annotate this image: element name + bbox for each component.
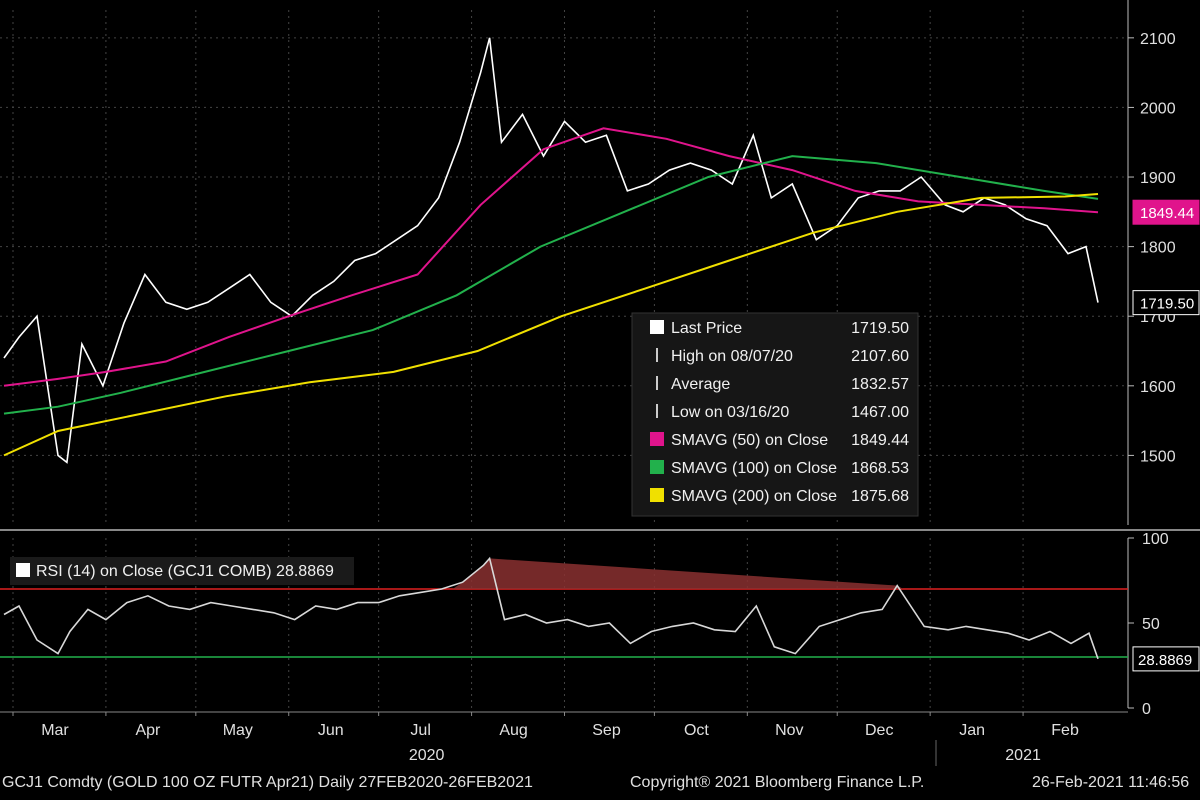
x-tick-label-1: Apr <box>135 722 161 739</box>
legend-value-2: 1832.57 <box>851 376 909 393</box>
x-tick-label-8: Nov <box>775 722 803 739</box>
rsi-title: RSI (14) on Close (GCJ1 COMB) 28.8869 <box>36 563 334 580</box>
price-series-0 <box>3 37 1099 464</box>
rsi-ytick-label-2: 0 <box>1142 701 1151 718</box>
year-label-0: 2020 <box>409 747 445 764</box>
rsi-badge-box <box>1132 646 1200 672</box>
x-tick-label-3: Jun <box>318 722 344 739</box>
legend-box <box>631 312 919 517</box>
x-tick-label-6: Sep <box>592 722 621 739</box>
price-ytick-label-2: 1900 <box>1140 170 1176 187</box>
legend-value-3: 1467.00 <box>851 404 909 421</box>
price-ytick-label-1: 2000 <box>1140 100 1176 117</box>
price-series-3 <box>3 193 1099 457</box>
rsi-title-box <box>10 557 354 585</box>
price-series-2 <box>3 155 1099 415</box>
legend-value-1: 2107.60 <box>851 348 909 365</box>
timestamp: 26-Feb-2021 11:46:56 <box>1032 774 1190 791</box>
price-panel: 21002000190018001700160015001849.441719.… <box>0 0 1200 531</box>
x-tick-label-5: Aug <box>499 722 527 739</box>
rsi-overbought-fill <box>452 558 904 589</box>
x-tick-label-2: May <box>223 722 253 739</box>
price-ytick-label-0: 2100 <box>1140 31 1176 48</box>
copyright-notice: Copyright® 2021 Bloomberg Finance L.P. <box>630 774 925 791</box>
x-tick-label-0: Mar <box>41 722 69 739</box>
x-tick-label-4: Jul <box>410 722 430 739</box>
price-badge-0: 1849.44 <box>1140 205 1194 222</box>
year-label-1: 2021 <box>1005 747 1041 764</box>
legend-label-3: Low on 03/16/20 <box>671 404 789 421</box>
rsi-ytick-label-1: 50 <box>1142 616 1160 633</box>
rsi-legend-icon <box>16 563 30 577</box>
footer: GCJ1 Comdty (GOLD 100 OZ FUTR Apr21) Dai… <box>0 768 1200 800</box>
legend-value-6: 1875.68 <box>851 488 909 505</box>
rsi-panel: 100 50 0 RSI (14) on Close (GCJ1 COMB) 28.8… <box>0 531 1200 718</box>
price-ytick-label-3: 1800 <box>1140 240 1176 257</box>
legend-value-5: 1868.53 <box>851 460 909 477</box>
x-tick-label-9: Dec <box>865 722 893 739</box>
rsi-ytick-label-0: 100 <box>1142 531 1169 548</box>
rsi-series <box>3 556 1099 660</box>
x-tick-label-11: Feb <box>1051 722 1079 739</box>
legend-icon-4 <box>650 432 664 446</box>
legend-label-2: Average <box>671 376 730 393</box>
legend-label-1: High on 08/07/20 <box>671 348 793 365</box>
legend-icon-0 <box>650 320 664 334</box>
legend-label-4: SMAVG (50) on Close <box>671 432 828 449</box>
legend-label-6: SMAVG (200) on Close <box>671 488 837 505</box>
legend-icon-5 <box>650 460 664 474</box>
x-axis: Mar Apr May Jun Jul Aug Sep Oct Nov Dec Jan Feb 2020… <box>0 711 1128 766</box>
legend-label-5: SMAVG (100) on Close <box>671 460 837 477</box>
x-tick-label-7: Oct <box>684 722 709 739</box>
rsi-badge: 28.8869 <box>1138 652 1192 669</box>
security-description: GCJ1 Comdty (GOLD 100 OZ FUTR Apr21) Dai… <box>2 774 533 791</box>
legend-value-0: 1719.50 <box>851 320 909 337</box>
x-tick-label-10: Jan <box>959 722 985 739</box>
legend-label-0: Last Price <box>671 320 742 337</box>
price-badge-box-1 <box>1132 290 1200 316</box>
price-badge-box-0 <box>1132 199 1200 225</box>
legend-value-4: 1849.44 <box>851 432 909 449</box>
price-series-1 <box>3 127 1099 387</box>
price-ytick-label-6: 1500 <box>1140 448 1176 465</box>
price-badge-1: 1719.50 <box>1140 296 1194 313</box>
legend-icon-6 <box>650 488 664 502</box>
price-ytick-label-5: 1600 <box>1140 379 1176 396</box>
